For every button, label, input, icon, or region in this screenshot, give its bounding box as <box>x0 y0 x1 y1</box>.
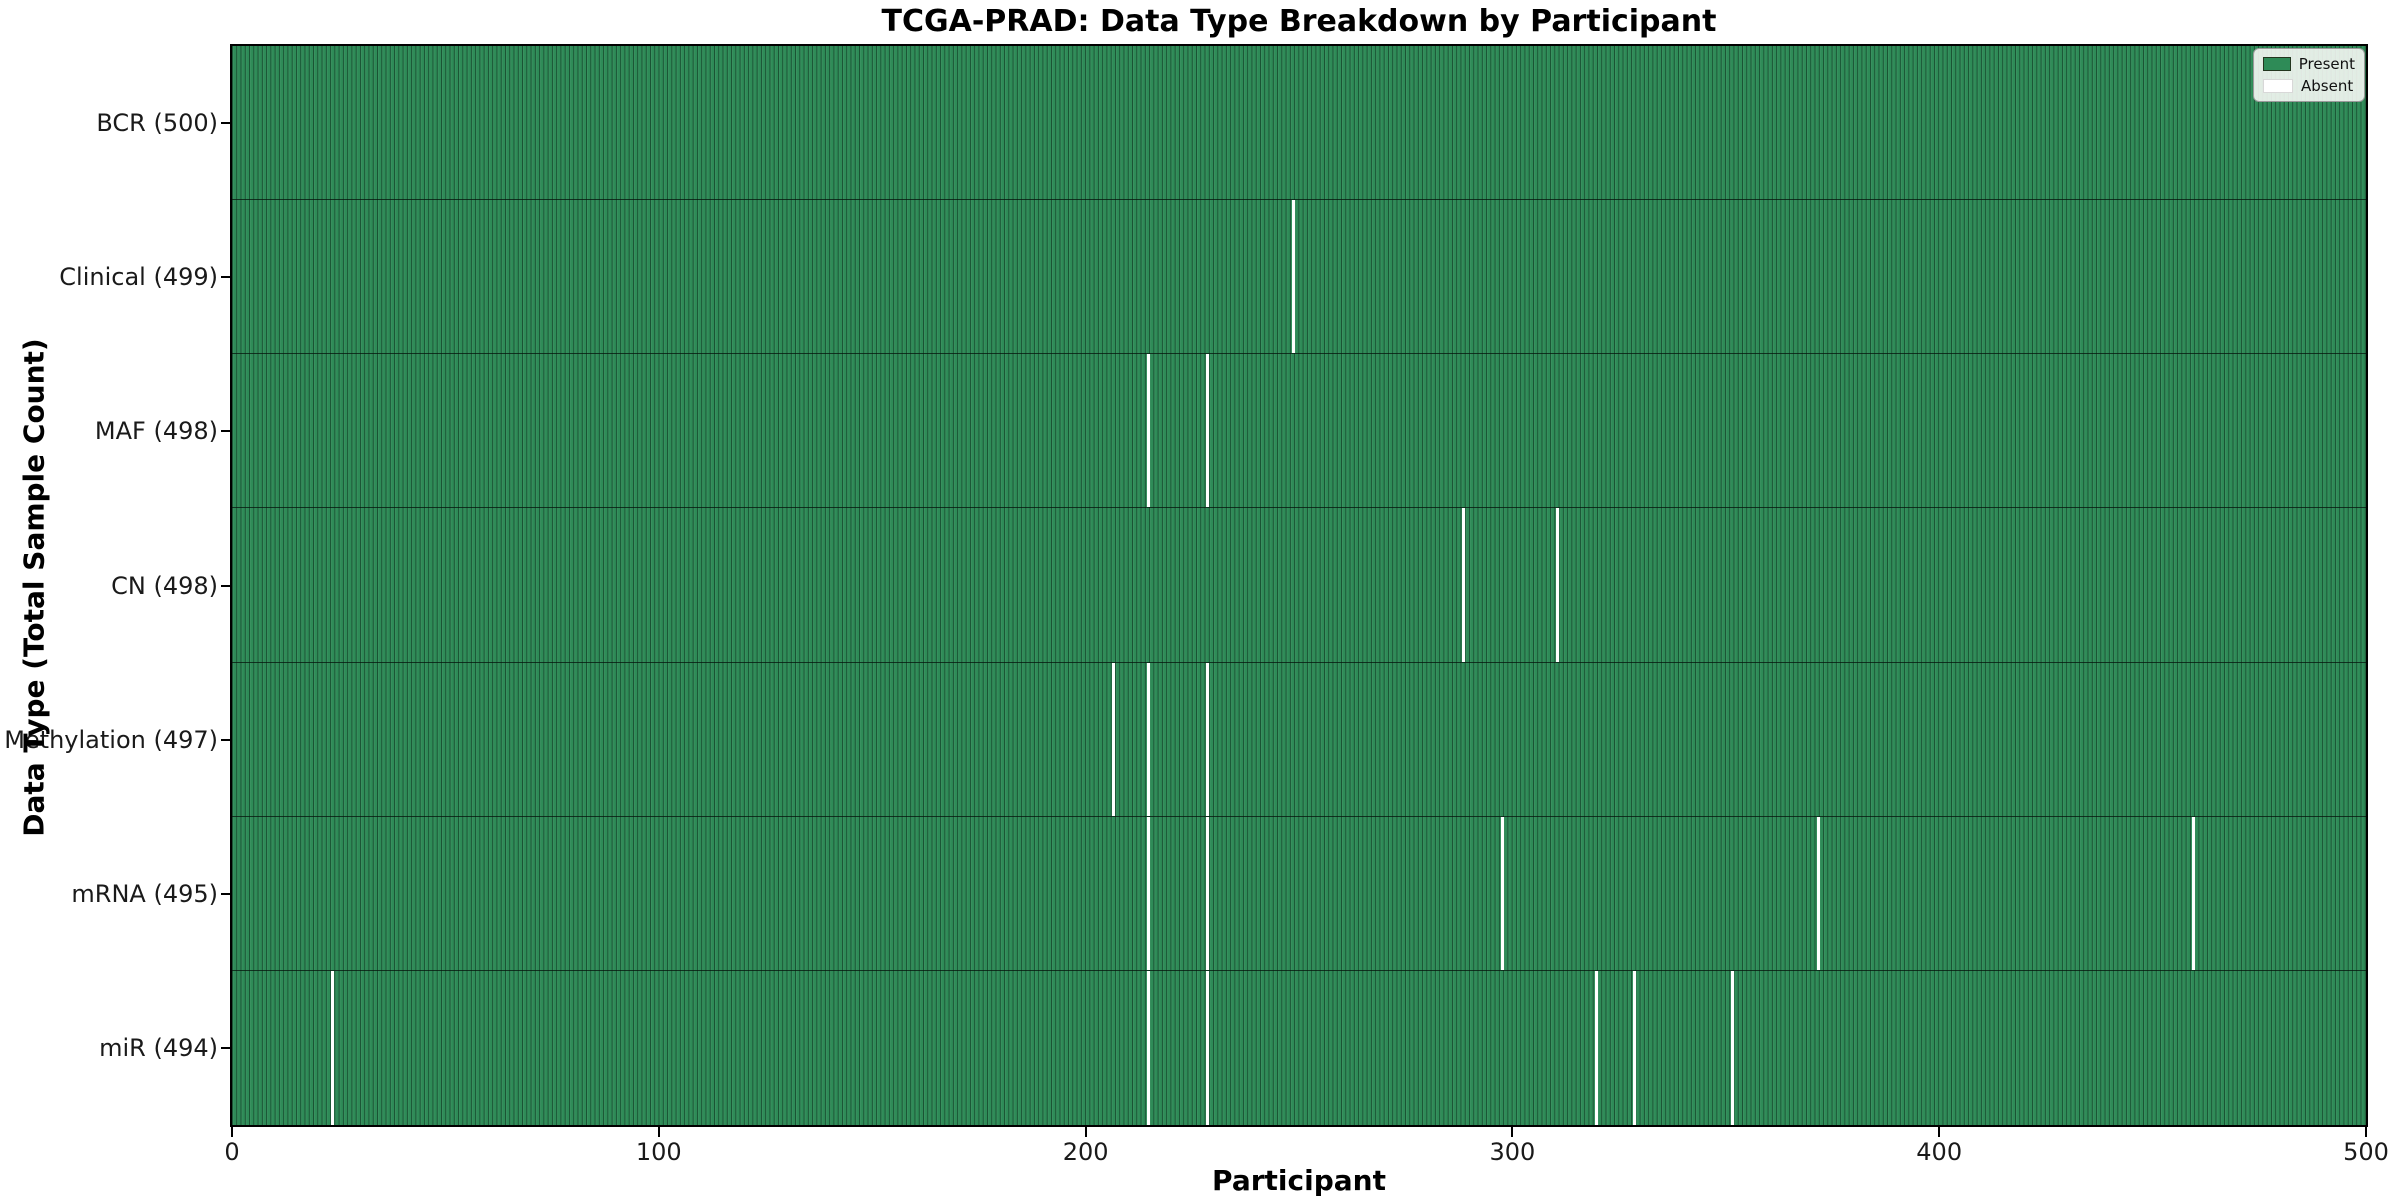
y-tick-label-maf: MAF (498) <box>94 417 218 446</box>
heatmap-row-mrna <box>232 816 2366 971</box>
absent-gap <box>1206 662 1210 816</box>
absent-gap <box>1112 662 1116 816</box>
legend-label: Present <box>2298 55 2355 73</box>
absent-gap <box>1462 508 1466 662</box>
heatmap-row-mir <box>232 970 2366 1125</box>
legend-entry-present: Present <box>2263 56 2355 72</box>
legend-swatch-present <box>2263 57 2291 71</box>
absent-gap <box>1146 970 1150 1125</box>
y-tick-mark <box>221 738 230 741</box>
y-tick-label-cn: CN (498) <box>111 571 218 600</box>
x-tick-mark <box>1938 1127 1941 1137</box>
y-tick-mark <box>221 122 230 125</box>
x-tick-label-0: 0 <box>224 1138 240 1166</box>
absent-gap <box>1556 508 1560 662</box>
x-tick-mark <box>231 1127 233 1137</box>
y-tick-label-methylation: Methylation (497) <box>4 725 218 754</box>
x-tick-mark <box>1511 1127 1514 1137</box>
heatmap-row-bcr <box>232 46 2366 201</box>
absent-gap <box>1594 970 1598 1125</box>
absent-gap <box>1206 970 1210 1125</box>
heatmap-row-maf <box>232 354 2366 509</box>
x-tick-mark <box>2365 1127 2367 1137</box>
y-tick-mark <box>221 1046 230 1049</box>
heatmap-plot-area <box>230 44 2368 1127</box>
x-tick-label-400: 400 <box>1916 1138 1963 1166</box>
legend: Present Absent <box>2253 48 2365 102</box>
y-tick-label-bcr: BCR (500) <box>96 109 218 138</box>
absent-gap <box>1731 970 1735 1125</box>
legend-label: Absent <box>2301 77 2354 95</box>
absent-gap <box>1633 970 1637 1125</box>
absent-gap <box>1206 816 1210 970</box>
absent-gap <box>2192 816 2196 970</box>
absent-gap <box>1206 354 1210 508</box>
x-tick-label-100: 100 <box>635 1138 682 1166</box>
heatmap-row-methylation <box>232 662 2366 817</box>
x-tick-label-300: 300 <box>1489 1138 1536 1166</box>
y-tick-label-mrna: mRNA (495) <box>71 879 218 908</box>
absent-gap <box>1816 816 1820 970</box>
absent-gap <box>1146 816 1150 970</box>
heatmap-row-cn <box>232 508 2366 663</box>
legend-entry-absent: Absent <box>2263 78 2355 94</box>
y-tick-mark <box>221 430 230 433</box>
x-tick-mark <box>657 1127 660 1137</box>
x-tick-mark <box>1084 1127 1087 1137</box>
y-tick-mark <box>221 584 230 587</box>
absent-gap <box>1146 662 1150 816</box>
y-tick-label-clinical: Clinical (499) <box>59 263 218 292</box>
y-axis-title: Data Type (Total Sample Count) <box>17 338 51 837</box>
absent-gap <box>1291 200 1295 354</box>
absent-gap <box>1500 816 1504 970</box>
y-tick-mark <box>221 892 230 895</box>
heatmap-row-clinical <box>232 200 2366 355</box>
absent-gap <box>1146 354 1150 508</box>
y-tick-mark <box>221 276 230 279</box>
x-axis-title: Participant <box>1212 1164 1386 1197</box>
y-tick-label-mir: miR (494) <box>99 1033 218 1062</box>
x-tick-label-500: 500 <box>2343 1138 2389 1166</box>
x-tick-label-200: 200 <box>1062 1138 1109 1166</box>
legend-swatch-absent <box>2263 79 2293 93</box>
chart-title: TCGA-PRAD: Data Type Breakdown by Partic… <box>881 4 1717 39</box>
absent-gap <box>331 970 335 1125</box>
